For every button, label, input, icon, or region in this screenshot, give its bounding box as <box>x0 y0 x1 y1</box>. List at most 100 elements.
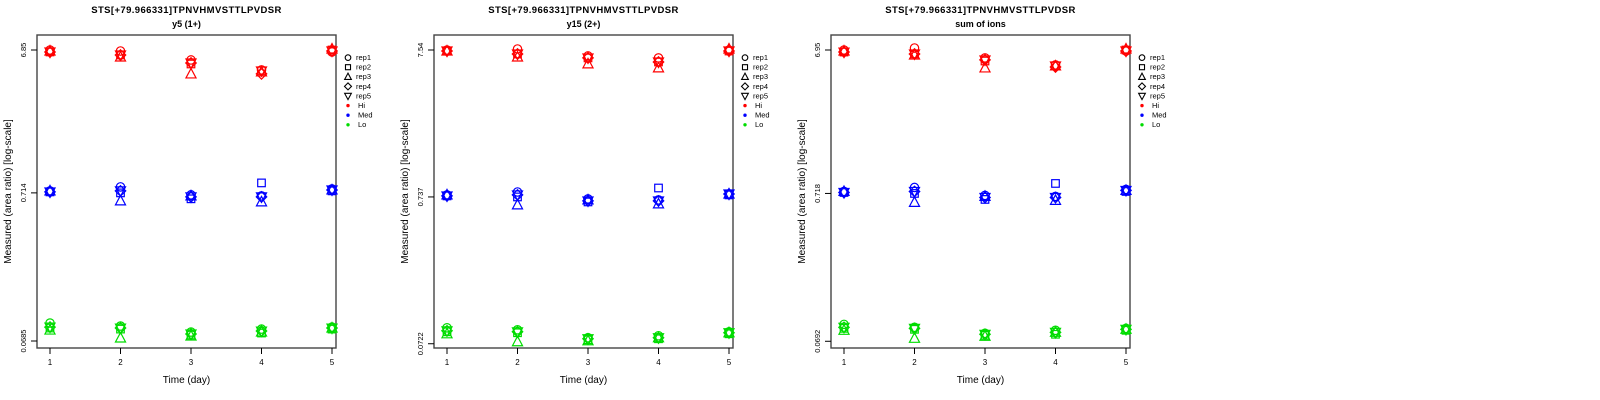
legend-level-label: Hi <box>358 101 365 110</box>
data-points <box>837 42 1133 343</box>
chart-subtitle: y15 (2+) <box>567 19 601 29</box>
med-level-legend-dot <box>743 113 747 117</box>
data-point <box>652 57 665 69</box>
data-point <box>1049 192 1062 205</box>
chart-title: STS[+79.966331]TPNVHMVSTTLPVDSR <box>488 5 679 16</box>
triangle-up-legend-icon <box>1137 71 1147 81</box>
square-legend-icon <box>741 64 749 71</box>
data-point <box>511 49 524 61</box>
data-point <box>837 44 851 56</box>
data-point <box>1049 325 1062 337</box>
data-point <box>255 192 268 204</box>
x-tick-label: 2 <box>118 358 123 367</box>
data-point <box>908 186 921 199</box>
y-tick-label: 6.85 <box>19 43 28 58</box>
med-level-legend-dot <box>1140 113 1144 117</box>
data-point <box>978 55 992 67</box>
data-point <box>511 335 524 347</box>
legend-rep-label: rep2 <box>1150 63 1165 72</box>
x-tick-label: 1 <box>48 358 53 367</box>
data-point <box>581 193 595 205</box>
legend-level-label: Med <box>755 111 770 120</box>
x-tick-label: 2 <box>912 358 917 367</box>
data-point <box>325 185 339 197</box>
legend-rep-label: rep4 <box>356 82 371 91</box>
y-tick-label: 7.54 <box>416 43 425 58</box>
data-point <box>511 190 524 202</box>
triangle-down-legend-icon <box>1137 92 1147 101</box>
square-legend-icon <box>1138 64 1146 71</box>
data-point <box>114 186 127 198</box>
data-point <box>43 322 57 334</box>
x-tick-label: 4 <box>259 358 264 367</box>
data-point <box>722 328 736 340</box>
data-point <box>581 57 595 69</box>
data-point <box>978 189 992 202</box>
legend-rep-label: rep3 <box>1150 72 1165 81</box>
x-tick-label: 4 <box>1053 358 1058 367</box>
data-point <box>837 47 851 59</box>
legend-rep-label: rep5 <box>1150 91 1165 100</box>
diamond-legend-icon <box>343 82 353 91</box>
data-point <box>184 189 198 201</box>
legend-rep-label: rep2 <box>753 63 768 72</box>
hi-level-legend-dot <box>1140 103 1144 108</box>
data-point <box>978 61 992 73</box>
data-point <box>511 327 524 339</box>
data-point <box>114 323 127 335</box>
legend-rep-label: rep4 <box>753 82 768 91</box>
data-point <box>908 195 921 208</box>
data-point <box>654 183 663 193</box>
triangle-down-legend-icon <box>740 92 750 101</box>
legend-level-label: Lo <box>755 120 763 129</box>
data-point <box>837 322 851 335</box>
x-axis-title: Time (day) <box>560 375 607 386</box>
data-point <box>722 46 736 58</box>
legend-rep-label: rep3 <box>356 72 371 81</box>
data-point <box>1119 183 1133 196</box>
data-point <box>1119 185 1133 198</box>
chart-panel-y15-2plus: STS[+79.966331]TPNVHMVSTTLPVDSR y15 (2+) 7… <box>397 0 794 400</box>
chart-svg: STS[+79.966331]TPNVHMVSTTLPVDSR y15 (2+) 7… <box>397 0 794 400</box>
legend-level-label: Hi <box>755 101 762 110</box>
triangle-down-legend-icon <box>343 92 353 101</box>
data-point <box>909 43 920 53</box>
legend-rep-label: rep4 <box>1150 82 1165 91</box>
legend-level-label: Lo <box>1152 120 1160 129</box>
x-tick-label: 3 <box>983 358 988 367</box>
y-axis-title: Measured (area ratio) [log-scale] <box>797 119 808 264</box>
data-point <box>184 192 198 204</box>
data-point <box>1119 46 1133 58</box>
chart-panel-sum-of-ions: STS[+79.966331]TPNVHMVSTTLPVDSR sum of io… <box>794 0 1191 400</box>
hi-level-legend-dot <box>346 103 350 108</box>
y-tick-label: 0.718 <box>813 184 822 203</box>
legend-rep-label: rep1 <box>753 53 768 62</box>
data-point <box>440 191 454 203</box>
y-axis-title: Measured (area ratio) [log-scale] <box>400 119 411 264</box>
x-tick-label: 1 <box>445 358 450 367</box>
circle-legend-icon <box>741 54 749 61</box>
data-point <box>325 183 339 195</box>
data-point <box>43 44 57 56</box>
x-tick-label: 5 <box>330 358 335 367</box>
triangle-up-legend-icon <box>343 71 353 81</box>
chart-svg: STS[+79.966331]TPNVHMVSTTLPVDSR sum of io… <box>794 0 1191 400</box>
y-tick-label: 6.95 <box>813 43 822 58</box>
data-points <box>43 42 339 343</box>
data-point <box>255 67 268 81</box>
legend-rep-label: rep1 <box>1150 53 1165 62</box>
triangle-up-legend-icon <box>740 71 750 81</box>
data-point <box>440 44 454 56</box>
chart-background <box>0 0 397 400</box>
data-point <box>440 188 454 200</box>
hi-level-legend-dot <box>743 103 747 108</box>
data-point <box>837 187 851 200</box>
chart-subtitle: sum of ions <box>955 19 1006 29</box>
legend-level-label: Hi <box>1152 101 1159 110</box>
x-tick-label: 3 <box>586 358 591 367</box>
data-point <box>722 187 736 199</box>
data-point <box>908 49 921 61</box>
